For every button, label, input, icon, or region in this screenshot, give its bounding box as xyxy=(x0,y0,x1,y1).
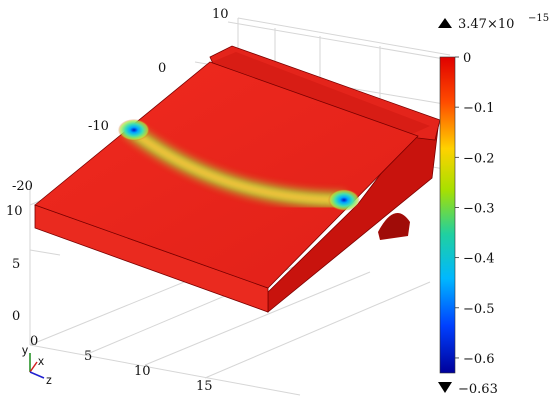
tick-top-m20: -20 xyxy=(12,179,33,194)
tick-top-0: 0 xyxy=(158,61,166,76)
colorbar-max-exp: −15 xyxy=(528,13,549,24)
tick-bottom-0: 0 xyxy=(30,334,38,349)
triad-x-label: x xyxy=(38,354,44,368)
colorbar-min-label: −0.63 xyxy=(458,382,498,397)
colorbar-ticks: 0 −0.1 −0.2 −0.3 −0.4 −0.5 −0.6 xyxy=(455,51,495,367)
max-arrow-icon xyxy=(438,18,452,28)
tick-bottom-10: 10 xyxy=(134,364,151,379)
tick-bottom-15: 15 xyxy=(196,379,213,394)
triad-y-label: y xyxy=(22,343,28,357)
tick-left-10: 10 xyxy=(6,204,23,219)
tick-left-0: 0 xyxy=(12,309,20,324)
axis-triad: y x z xyxy=(22,343,52,387)
colorbar-tick-label: −0.2 xyxy=(463,151,495,166)
colorbar-tick-label: −0.4 xyxy=(463,252,495,267)
tick-bottom-5: 5 xyxy=(84,349,92,364)
axis-ticks: 10 0 -10 -20 10 5 0 0 5 10 15 xyxy=(6,7,229,394)
colorbar-tick-label: 0 xyxy=(463,51,471,66)
colorbar-max-label: 3.47×10 xyxy=(458,17,514,32)
colorbar-gradient xyxy=(439,56,456,374)
tick-top-m10: -10 xyxy=(88,119,109,134)
mesh-solid[interactable] xyxy=(34,45,441,313)
colorbar-tick-label: −0.3 xyxy=(463,201,495,216)
triad-z-label: z xyxy=(46,373,52,387)
min-arrow-icon xyxy=(438,382,452,393)
stress-spot-left xyxy=(118,119,150,141)
colorbar-tick-label: −0.5 xyxy=(463,302,495,317)
colorbar-tick-label: −0.6 xyxy=(463,352,495,367)
stress-spot-right xyxy=(328,189,360,211)
colorbar-tick-label: −0.1 xyxy=(463,101,495,116)
colorbar: 3.47×10 −15 0 −0.1 −0.2 −0.3 −0.4 −0.5 −0.6 −0… xyxy=(438,13,549,397)
tick-left-5: 5 xyxy=(12,257,20,272)
tick-top-10: 10 xyxy=(212,7,229,22)
